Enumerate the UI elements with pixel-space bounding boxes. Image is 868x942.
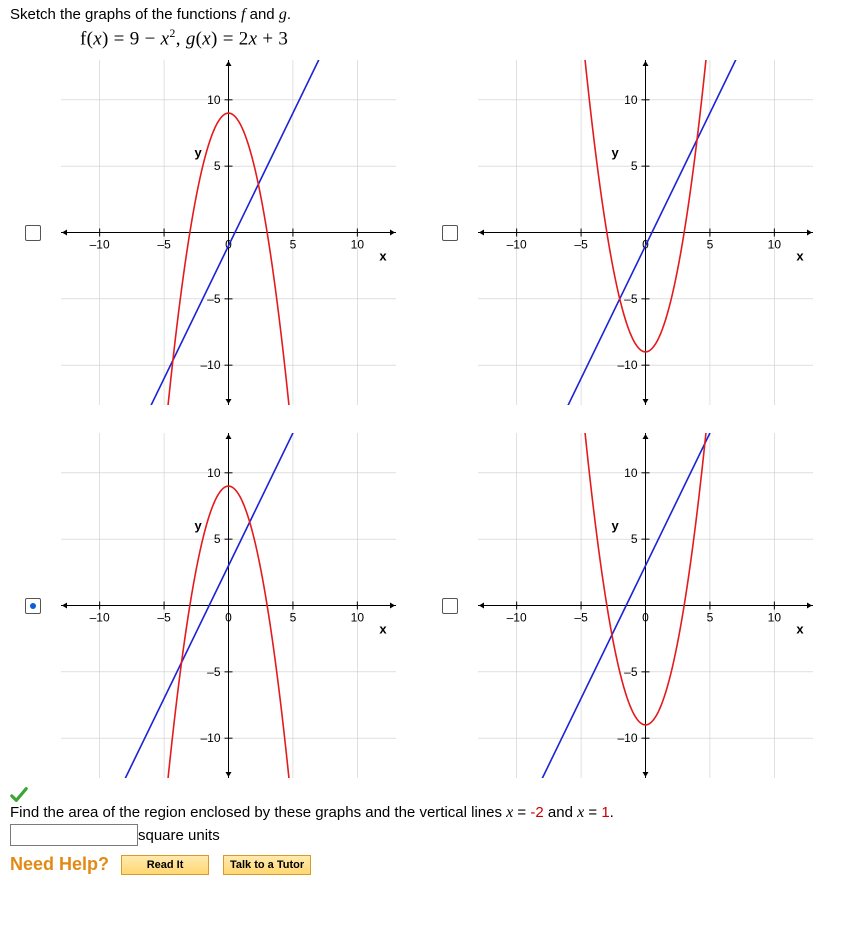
y-tick-label: 5 xyxy=(630,532,637,546)
x-tick-label: 5 xyxy=(706,238,713,252)
talk-to-tutor-button[interactable]: Talk to a Tutor xyxy=(223,855,311,875)
y-axis-label: y xyxy=(611,145,619,160)
plot-option-cell: –10–50510–10–5510xy xyxy=(25,60,442,405)
x-axis-label: x xyxy=(379,249,387,264)
area-answer-input[interactable] xyxy=(10,824,138,846)
y-tick-label: 10 xyxy=(624,466,638,480)
y-tick-label: –10 xyxy=(617,359,637,373)
read-it-button[interactable]: Read It xyxy=(121,855,209,875)
x-tick-label: 0 xyxy=(642,611,649,625)
x-tick-label: 5 xyxy=(706,611,713,625)
plot-option-radio[interactable] xyxy=(442,225,458,241)
x-tick-label: –5 xyxy=(157,611,171,625)
y-tick-label: 10 xyxy=(624,93,638,107)
x-tick-label: –10 xyxy=(90,611,110,625)
y-tick-label: –5 xyxy=(624,292,638,306)
x-tick-label: –10 xyxy=(90,238,110,252)
help-row: Need Help? Read It Talk to a Tutor xyxy=(10,854,858,875)
plot-option-radio[interactable] xyxy=(25,225,41,241)
plot-opt-b[interactable]: –10–50510–10–5510xy xyxy=(478,60,813,405)
x-tick-label: 10 xyxy=(767,238,781,252)
followup-mid: and xyxy=(544,804,577,821)
answer-row: square units xyxy=(10,824,858,846)
y-axis-label: y xyxy=(195,145,203,160)
plot-option-radio[interactable] xyxy=(442,598,458,614)
plot-opt-a[interactable]: –10–50510–10–5510xy xyxy=(61,60,396,405)
x-axis-label: x xyxy=(379,622,387,637)
y-tick-label: –5 xyxy=(207,292,221,306)
followup-question: Find the area of the region enclosed by … xyxy=(10,804,858,822)
y-tick-label: –5 xyxy=(624,665,638,679)
x-tick-label: –5 xyxy=(574,238,588,252)
followup-eq2r: = xyxy=(584,804,601,821)
y-axis-label: y xyxy=(611,518,619,533)
plot-opt-d[interactable]: –10 –5 0 5 10 –10 –5 5 10 x y xyxy=(478,433,813,778)
prompt-g: g xyxy=(279,6,287,23)
plot-option-cell: –10 –5 0 5 10 –10 –5 5 10 x y xyxy=(442,433,859,778)
need-help-label: Need Help? xyxy=(10,854,109,875)
x-tick-label: 0 xyxy=(225,611,232,625)
plot-option-cell: –10–50510–10–5510xy xyxy=(442,60,859,405)
plot-option-cell: –10 –5 0 5 10 –10 –5 5 10 x y xyxy=(25,433,442,778)
x-tick-label: –10 xyxy=(506,238,526,252)
x-tick-label: 10 xyxy=(351,238,365,252)
x-axis-label: x xyxy=(796,622,804,637)
x-tick-label: –5 xyxy=(574,611,588,625)
x-tick-label: 5 xyxy=(290,238,297,252)
followup-end: . xyxy=(610,804,614,821)
y-tick-label: 10 xyxy=(207,93,221,107)
x-tick-label: –5 xyxy=(157,238,171,252)
y-tick-label: –10 xyxy=(200,359,220,373)
plot-option-radio[interactable] xyxy=(25,598,41,614)
followup-eq1r: = xyxy=(513,804,530,821)
y-tick-label: 5 xyxy=(214,159,221,173)
y-tick-label: –10 xyxy=(617,732,637,746)
answer-units: square units xyxy=(138,827,220,844)
x-tick-label: –10 xyxy=(506,611,526,625)
x-axis-label: x xyxy=(796,249,804,264)
y-tick-label: 10 xyxy=(207,466,221,480)
y-tick-label: –10 xyxy=(200,732,220,746)
x-tick-label: 10 xyxy=(351,611,365,625)
equation-display: f(x) = 9 − x2, g(x) = 2x + 3 xyxy=(80,26,858,50)
question-prompt: Sketch the graphs of the functions f and… xyxy=(10,6,858,24)
prompt-c: . xyxy=(287,6,291,23)
followup-v2: 1 xyxy=(601,804,609,821)
plot-options-grid: –10–50510–10–5510xy–10–50510–10–5510xy–1… xyxy=(25,60,858,778)
correct-check-icon xyxy=(10,786,28,804)
plot-opt-c[interactable]: –10 –5 0 5 10 –10 –5 5 10 x y xyxy=(61,433,396,778)
followup-pre: Find the area of the region enclosed by … xyxy=(10,804,506,821)
prompt-b: and xyxy=(245,6,278,23)
y-tick-label: 5 xyxy=(214,532,221,546)
y-axis-label: y xyxy=(195,518,203,533)
x-tick-label: 5 xyxy=(290,611,297,625)
x-tick-label: 10 xyxy=(767,611,781,625)
y-tick-label: –5 xyxy=(207,665,221,679)
followup-v1: -2 xyxy=(530,804,543,821)
y-tick-label: 5 xyxy=(630,159,637,173)
prompt-a: Sketch the graphs of the functions xyxy=(10,6,241,23)
